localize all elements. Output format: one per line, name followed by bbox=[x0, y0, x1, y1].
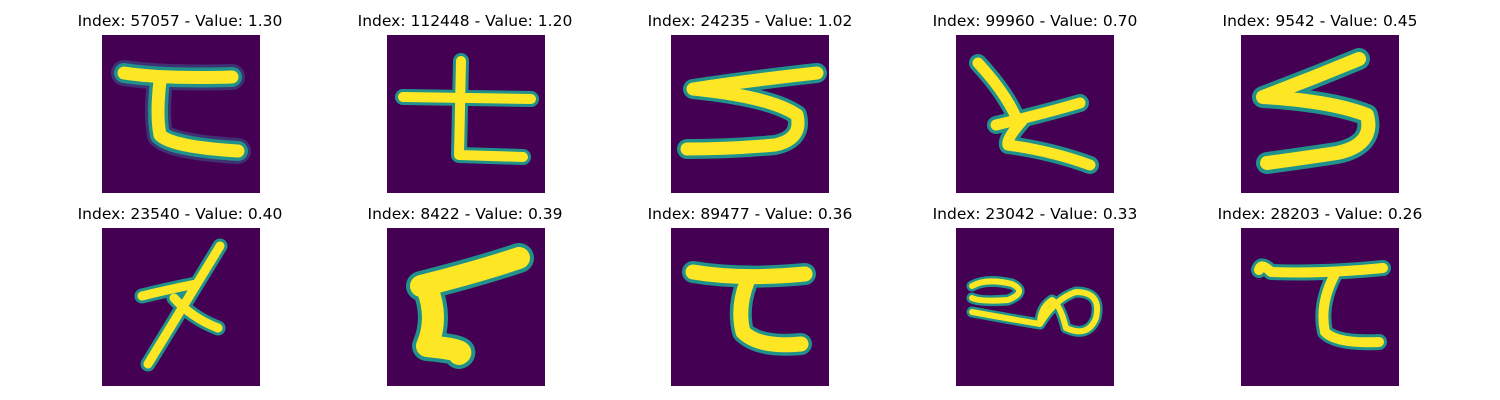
digit-image bbox=[1241, 35, 1399, 193]
handwritten-glyph bbox=[102, 228, 260, 386]
panel-title: Index: 112448 - Value: 1.20 bbox=[357, 12, 573, 30]
handwritten-glyph bbox=[956, 35, 1114, 193]
digit-image bbox=[102, 228, 260, 386]
digit-image bbox=[102, 35, 260, 193]
digit-image bbox=[387, 35, 545, 193]
panel-title: Index: 8422 - Value: 0.39 bbox=[367, 205, 563, 223]
panel-title: Index: 99960 - Value: 0.70 bbox=[932, 12, 1138, 30]
handwritten-glyph bbox=[1241, 35, 1399, 193]
digit-image bbox=[671, 35, 829, 193]
handwritten-glyph bbox=[671, 228, 829, 386]
digit-image bbox=[387, 228, 545, 386]
digit-image bbox=[956, 35, 1114, 193]
panel-title: Index: 57057 - Value: 1.30 bbox=[77, 12, 283, 30]
digit-image bbox=[1241, 228, 1399, 386]
panel-title: Index: 9542 - Value: 0.45 bbox=[1222, 12, 1418, 30]
panel-title: Index: 89477 - Value: 0.36 bbox=[647, 205, 853, 223]
handwritten-glyph bbox=[387, 35, 545, 193]
handwritten-glyph bbox=[387, 228, 545, 386]
digit-image bbox=[671, 228, 829, 386]
handwritten-glyph bbox=[102, 35, 260, 193]
panel-title: Index: 24235 - Value: 1.02 bbox=[647, 12, 853, 30]
panel-title: Index: 23540 - Value: 0.40 bbox=[77, 205, 283, 223]
handwritten-glyph bbox=[1241, 228, 1399, 386]
handwritten-glyph bbox=[671, 35, 829, 193]
panel-title: Index: 23042 - Value: 0.33 bbox=[932, 205, 1138, 223]
panel-title: Index: 28203 - Value: 0.26 bbox=[1217, 205, 1423, 223]
digit-image bbox=[956, 228, 1114, 386]
handwritten-glyph bbox=[956, 228, 1114, 386]
